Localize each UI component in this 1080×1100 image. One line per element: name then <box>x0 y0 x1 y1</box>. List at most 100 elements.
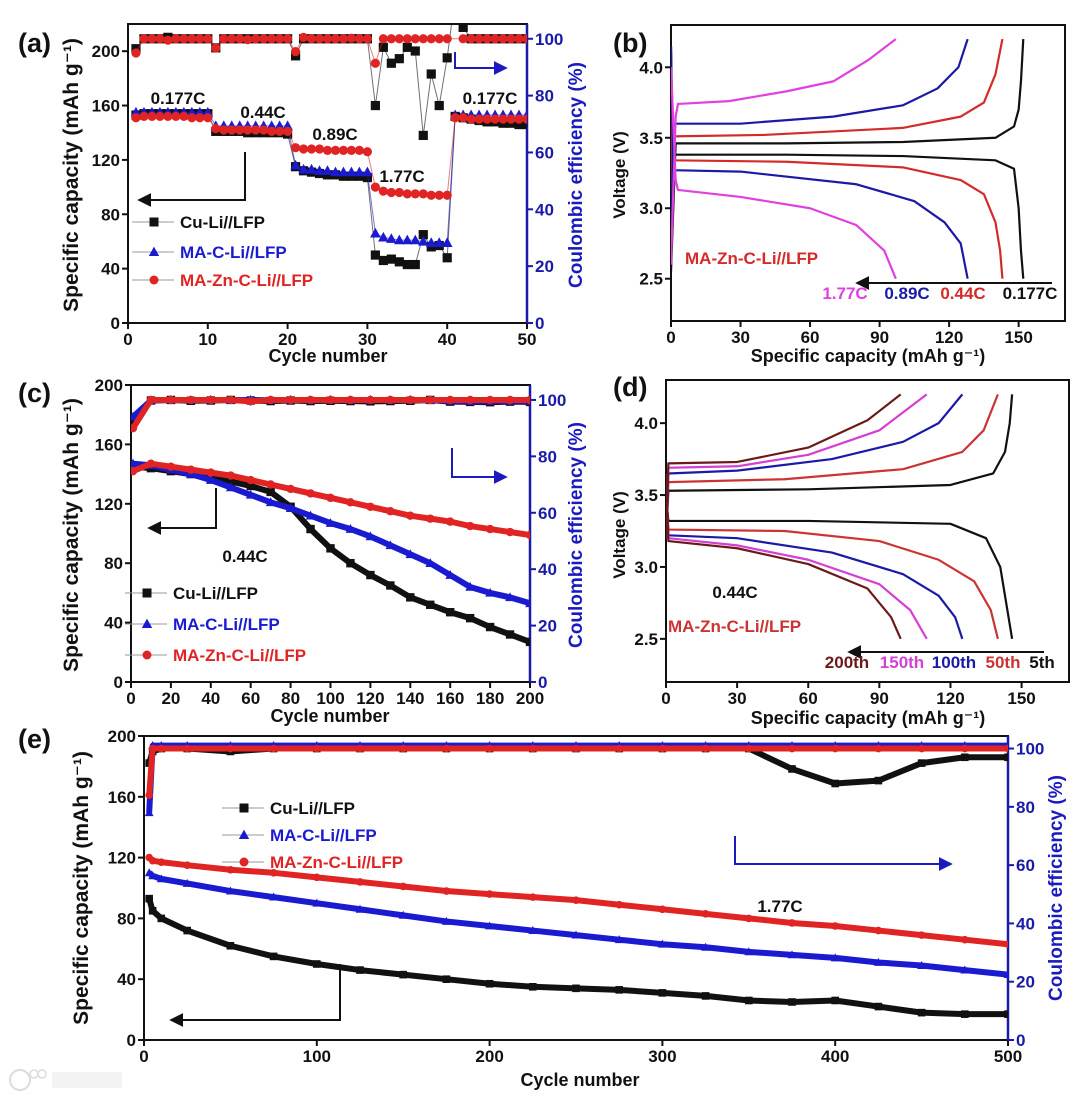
data-point <box>206 468 215 477</box>
data-point <box>313 960 321 968</box>
x-axis-title: Cycle number <box>268 346 387 366</box>
data-point <box>402 42 412 52</box>
data-point <box>394 187 404 198</box>
data-point <box>450 113 460 123</box>
data-point <box>1004 940 1008 949</box>
data-point <box>131 48 141 58</box>
series-100th <box>666 393 964 640</box>
data-point <box>446 608 455 617</box>
data-point <box>326 493 335 503</box>
y-axis-title: Specific capacity (mAh g⁻¹) <box>60 398 83 672</box>
data-point <box>514 119 524 130</box>
y2-tick-label: 0 <box>535 314 544 333</box>
legend: Cu-Li//LFP MA-C-Li//LFP MA-Zn-C-Li//LFP <box>125 584 306 665</box>
y-axis-title: Voltage (V) <box>610 491 629 579</box>
data-point <box>458 113 468 123</box>
panel-label: (a) <box>18 28 51 58</box>
data-point <box>485 890 494 898</box>
data-point <box>171 111 181 122</box>
y-tick-label: 120 <box>108 849 136 868</box>
data-point <box>285 503 296 513</box>
data-point <box>259 34 269 44</box>
y-tick-label: 3.0 <box>634 558 658 577</box>
series-150th <box>666 393 928 640</box>
data-point <box>286 395 295 405</box>
data-point <box>442 887 451 895</box>
x-tick-label: 150 <box>1007 689 1035 708</box>
legend-label: Cu-Li//LFP <box>270 799 355 818</box>
y-axis-title: Specific capacity (mAh g⁻¹) <box>70 751 93 1025</box>
data-point <box>441 237 453 247</box>
data-point <box>235 125 245 135</box>
data-point <box>179 34 189 44</box>
right-axis-arrow-icon <box>734 836 953 871</box>
x-tick-label: 120 <box>935 328 963 347</box>
data-point <box>163 111 173 122</box>
charge-curve <box>671 38 1004 265</box>
data-point <box>283 34 293 44</box>
data-point <box>529 983 537 991</box>
data-point <box>378 186 388 196</box>
legend-label: MA-C-Li//LFP <box>270 826 377 845</box>
data-point <box>386 34 396 44</box>
y-tick-label: 0 <box>127 1031 136 1050</box>
y2-tick-label: 80 <box>1016 798 1035 817</box>
data-point <box>522 114 527 124</box>
data-point <box>482 34 492 44</box>
data-point <box>458 24 468 33</box>
data-point <box>246 475 255 485</box>
data-point <box>426 514 435 523</box>
data-point <box>394 257 404 267</box>
data-point <box>290 46 301 57</box>
data-point <box>366 502 375 511</box>
y-tick-label: 200 <box>108 727 136 746</box>
discharge-curve <box>666 494 1014 640</box>
data-point <box>917 960 926 969</box>
data-point <box>226 477 235 486</box>
x-tick-label: 50 <box>518 330 537 349</box>
panel-a: 0 10 20 30 40 5004080120160200020406080100Cyc… <box>18 23 587 366</box>
y-tick-label: 40 <box>104 614 123 633</box>
legend-marker-triangle-icon <box>238 829 250 840</box>
data-point <box>314 144 325 154</box>
left-axis-arrow-icon <box>169 964 341 1027</box>
series-line <box>132 460 530 607</box>
data-point <box>195 113 205 123</box>
data-point <box>145 894 153 903</box>
data-point <box>266 480 275 489</box>
data-point <box>227 125 237 135</box>
data-point <box>275 34 285 44</box>
annotation-label: 0.89C <box>312 125 357 144</box>
data-point <box>874 926 883 935</box>
data-point <box>131 423 138 433</box>
legend-item: MA-C-Li//LFP <box>222 826 377 845</box>
data-point <box>219 125 229 135</box>
discharge-curve <box>666 480 964 640</box>
data-point <box>465 581 475 591</box>
data-point <box>365 531 376 541</box>
legend: Cu-Li//LFP MA-C-Li//LFP MA-Zn-C-Li//LFP <box>132 213 313 290</box>
data-point <box>155 34 165 44</box>
data-point <box>831 996 839 1005</box>
legend-item: MA-Zn-C-Li//LFP <box>222 853 403 872</box>
data-point <box>306 524 315 534</box>
data-point <box>490 34 500 44</box>
panel-c: 0 20 40 60 80 100 120 140 160 180 2000408012016020… <box>18 376 587 726</box>
data-point <box>426 69 436 79</box>
data-point <box>658 989 667 997</box>
legend-item: Cu-Li//LFP <box>125 584 258 603</box>
curve-label: 5th <box>1029 653 1055 672</box>
data-point <box>525 395 530 405</box>
data-point <box>528 926 538 934</box>
discharge-curve <box>666 487 999 640</box>
series-200th <box>666 393 902 640</box>
data-point <box>658 905 667 914</box>
data-point <box>442 34 452 44</box>
legend-item: Cu-Li//LFP <box>222 799 355 818</box>
annotation-label: 1.77C <box>379 167 424 186</box>
data-point <box>571 930 581 939</box>
data-point <box>917 744 926 753</box>
data-point <box>195 34 205 44</box>
data-point <box>701 744 710 753</box>
data-point <box>275 126 285 136</box>
